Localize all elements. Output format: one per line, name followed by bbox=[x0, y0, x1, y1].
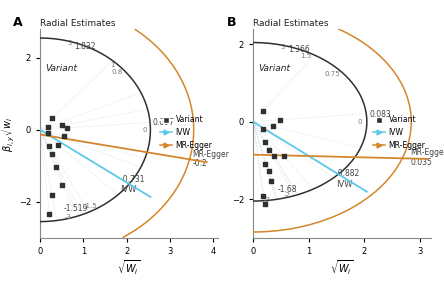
Point bbox=[44, 125, 52, 129]
Point bbox=[262, 139, 269, 144]
X-axis label: $\sqrt{W_i}$: $\sqrt{W_i}$ bbox=[117, 259, 140, 277]
Point bbox=[55, 143, 62, 147]
Text: -1.68: -1.68 bbox=[278, 185, 297, 194]
Point bbox=[259, 194, 266, 198]
Text: -2: -2 bbox=[284, 192, 291, 198]
Point bbox=[46, 144, 53, 148]
Y-axis label: $\hat{\beta}_{i,y}\sqrt{w_i}$: $\hat{\beta}_{i,y}\sqrt{w_i}$ bbox=[0, 115, 16, 152]
Text: MR-Egger: MR-Egger bbox=[192, 150, 229, 159]
Text: -1.5: -1.5 bbox=[84, 203, 98, 209]
Text: -3: -3 bbox=[264, 197, 271, 202]
Text: 0.057: 0.057 bbox=[153, 119, 174, 128]
Text: A: A bbox=[13, 17, 23, 30]
Point bbox=[262, 161, 269, 166]
Text: Variant: Variant bbox=[45, 64, 77, 73]
Text: IVW: IVW bbox=[120, 185, 137, 194]
Point bbox=[265, 147, 272, 152]
Text: -0.2: -0.2 bbox=[192, 159, 207, 168]
Point bbox=[265, 169, 272, 174]
Text: -0.882: -0.882 bbox=[336, 169, 361, 178]
X-axis label: $\sqrt{W_i}$: $\sqrt{W_i}$ bbox=[330, 259, 353, 277]
Text: 0: 0 bbox=[358, 119, 362, 125]
Text: Radial Estimates: Radial Estimates bbox=[253, 19, 329, 28]
Point bbox=[269, 124, 276, 129]
Text: 1.832: 1.832 bbox=[74, 42, 95, 51]
Point bbox=[48, 116, 56, 121]
Text: Radial Estimates: Radial Estimates bbox=[40, 19, 115, 28]
Point bbox=[259, 109, 266, 113]
Text: B: B bbox=[226, 17, 236, 30]
Point bbox=[276, 117, 283, 122]
Point bbox=[259, 126, 266, 131]
Point bbox=[59, 182, 66, 187]
Text: 3: 3 bbox=[67, 40, 71, 46]
Point bbox=[48, 152, 56, 157]
Point bbox=[262, 202, 269, 206]
Text: 0: 0 bbox=[143, 127, 147, 133]
Text: Variant: Variant bbox=[258, 64, 290, 73]
Text: 0.083: 0.083 bbox=[369, 110, 391, 119]
Point bbox=[270, 153, 278, 158]
Text: 0.8: 0.8 bbox=[111, 69, 123, 75]
Point bbox=[59, 123, 66, 128]
Point bbox=[46, 212, 53, 217]
Text: -1.519: -1.519 bbox=[64, 204, 88, 213]
Text: -3: -3 bbox=[64, 214, 71, 220]
Point bbox=[53, 164, 60, 169]
Text: 3: 3 bbox=[280, 44, 285, 50]
Text: 1.366: 1.366 bbox=[288, 45, 309, 54]
Point bbox=[63, 126, 70, 130]
Text: 1: 1 bbox=[110, 62, 115, 68]
Point bbox=[267, 178, 274, 183]
Text: 0.035: 0.035 bbox=[410, 158, 432, 167]
Text: 1.5: 1.5 bbox=[301, 53, 312, 59]
Text: -0.731: -0.731 bbox=[120, 175, 145, 184]
Text: IVW: IVW bbox=[336, 180, 353, 189]
Legend: Variant, IVW, MR-Egger: Variant, IVW, MR-Egger bbox=[370, 112, 428, 153]
Text: MR-Egger: MR-Egger bbox=[410, 148, 444, 157]
Text: 0.75: 0.75 bbox=[324, 71, 340, 77]
Point bbox=[60, 134, 67, 139]
Point bbox=[280, 153, 287, 158]
Legend: Variant, IVW, MR-Egger: Variant, IVW, MR-Egger bbox=[157, 112, 215, 153]
Point bbox=[44, 130, 52, 135]
Point bbox=[48, 193, 56, 198]
